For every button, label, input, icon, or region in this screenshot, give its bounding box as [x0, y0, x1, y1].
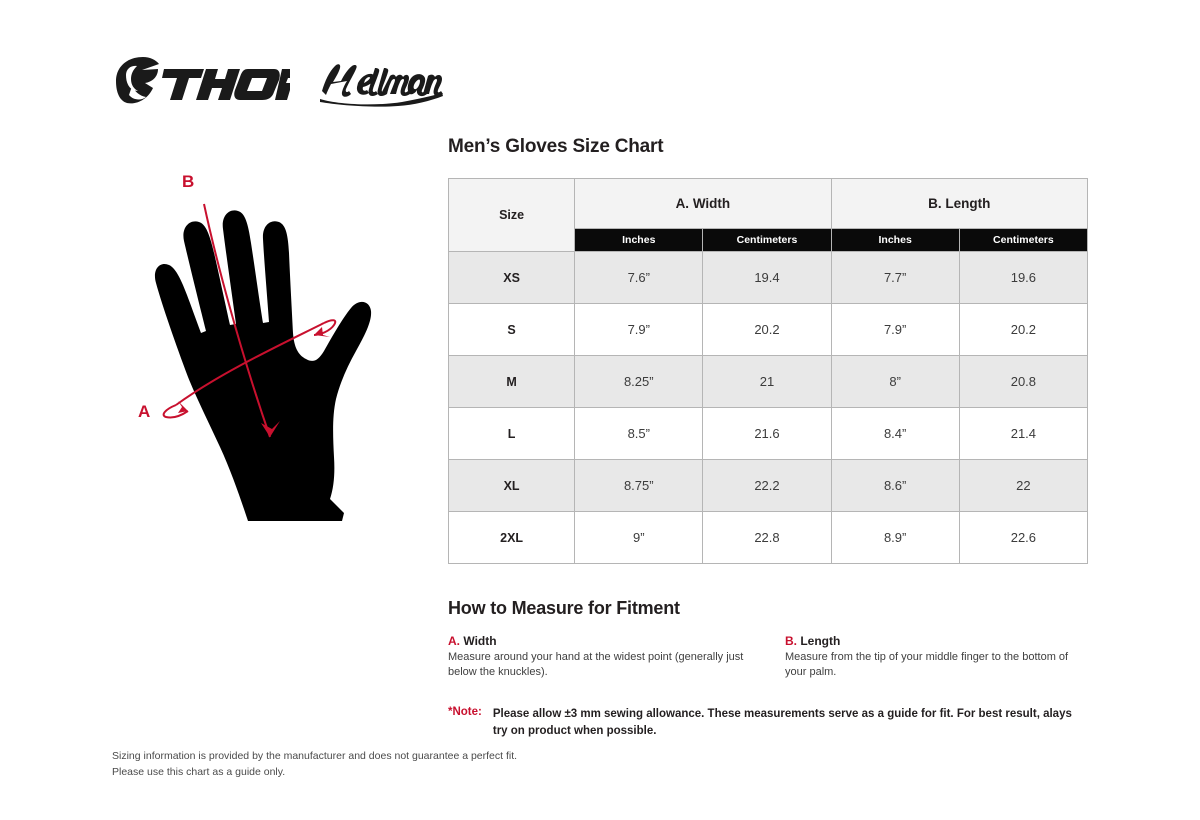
- thor-logo: [112, 55, 290, 107]
- measure-item-width: A. Width Measure around your hand at the…: [448, 634, 751, 680]
- cell-length-inches: 8.6”: [830, 459, 960, 512]
- cell-width-centimeters: 20.2: [702, 303, 832, 356]
- cell-size: M: [447, 355, 576, 408]
- table-row: XL 8.75” 22.2 8.6” 22: [447, 459, 1089, 512]
- table-group-header-row: Size A. Width B. Length: [447, 178, 1089, 252]
- cell-length-inches: 8.9”: [830, 511, 960, 564]
- column-header-length-centimeters: Centimeters: [958, 227, 1089, 253]
- cell-width-centimeters: 21: [702, 355, 832, 408]
- column-group-header-width: A. Width: [574, 178, 832, 229]
- note-label: *Note:: [448, 706, 482, 719]
- cell-length-centimeters: 20.2: [958, 303, 1089, 356]
- diagram-label-b: B: [182, 172, 194, 191]
- column-header-size: Size: [447, 178, 576, 252]
- page-title: Men’s Gloves Size Chart: [448, 136, 664, 157]
- table-row: S 7.9” 20.2 7.9” 20.2: [447, 303, 1089, 356]
- cell-width-centimeters: 21.6: [702, 407, 832, 460]
- cell-size: 2XL: [447, 511, 576, 564]
- cell-width-centimeters: 22.8: [702, 511, 832, 564]
- cell-width-centimeters: 22.2: [702, 459, 832, 512]
- cell-width-inches: 7.9”: [574, 303, 704, 356]
- width-arrow-line: [175, 322, 325, 406]
- footer-line-2: Please use this chart as a guide only.: [112, 766, 286, 779]
- hand-measurement-diagram: B A: [120, 165, 430, 540]
- cell-size: XL: [447, 459, 576, 512]
- cell-width-inches: 8.75”: [574, 459, 704, 512]
- table-row: M 8.25” 21 8” 20.8: [447, 355, 1089, 408]
- table-row: XS 7.6” 19.4 7.7” 19.6: [447, 251, 1089, 304]
- hallman-logo: [316, 55, 446, 107]
- cell-length-inches: 7.7”: [830, 251, 960, 304]
- how-to-measure-section: How to Measure for Fitment A. Width Meas…: [448, 598, 1088, 680]
- cell-width-centimeters: 19.4: [702, 251, 832, 304]
- cell-length-centimeters: 20.8: [958, 355, 1089, 408]
- table-unit-header-row: Inches Centimeters Inches Centimeters: [449, 227, 1089, 253]
- cell-width-inches: 8.5”: [574, 407, 704, 460]
- cell-length-inches: 8”: [830, 355, 960, 408]
- content-column: Men’s Gloves Size Chart Size A. Width B.…: [447, 136, 1089, 740]
- brand-header: [112, 50, 446, 112]
- how-to-measure-title: How to Measure for Fitment: [448, 598, 680, 618]
- cell-size: S: [447, 303, 576, 356]
- measure-item-width-heading: A. Width: [448, 634, 751, 648]
- cell-length-inches: 7.9”: [830, 303, 960, 356]
- cell-size: XS: [447, 251, 576, 304]
- column-header-width-inches: Inches: [574, 227, 704, 253]
- column-header-length-inches: Inches: [830, 227, 960, 253]
- table-row: 2XL 9” 22.8 8.9” 22.6: [447, 511, 1089, 564]
- cell-width-inches: 8.25”: [574, 355, 704, 408]
- table-body: XS 7.6” 19.4 7.7” 19.6 S 7.9” 20.2 7.9” …: [447, 251, 1089, 564]
- cell-length-centimeters: 22: [958, 459, 1089, 512]
- cell-length-inches: 8.4”: [830, 407, 960, 460]
- table-row: L 8.5” 21.6 8.4” 21.4: [447, 407, 1089, 460]
- footer-line-1: Sizing information is provided by the ma…: [112, 750, 518, 762]
- length-arrow-head: [261, 421, 280, 437]
- measure-description-width: Measure around your hand at the widest p…: [448, 651, 744, 679]
- measure-item-length: B. Length Measure from the tip of your m…: [785, 634, 1088, 680]
- cell-size: L: [447, 407, 576, 460]
- cell-length-centimeters: 19.6: [958, 251, 1089, 304]
- note-row: *Note: Please allow ±3 mm sewing allowan…: [448, 706, 1088, 739]
- length-arrow-line: [203, 203, 271, 438]
- note-text: Please allow ±3 mm sewing allowance. The…: [492, 708, 1072, 738]
- column-group-header-length: B. Length: [830, 178, 1089, 229]
- table-header: Size A. Width B. Length Inches Centimete…: [447, 178, 1089, 253]
- footer-disclaimer: Sizing information is provided by the ma…: [112, 748, 517, 781]
- cell-width-inches: 7.6”: [574, 251, 704, 304]
- hand-silhouette: [154, 210, 372, 521]
- cell-length-centimeters: 22.6: [958, 511, 1089, 564]
- column-header-width-centimeters: Centimeters: [702, 227, 832, 253]
- measure-letter-b: B.: [785, 634, 797, 648]
- size-chart-table: Size A. Width B. Length Inches Centimete…: [447, 178, 1089, 564]
- measure-letter-a: A.: [448, 634, 460, 648]
- measure-name-length: Length: [800, 634, 841, 648]
- width-arrow-curve-left: [162, 404, 189, 419]
- measure-name-width: Width: [463, 634, 497, 648]
- measure-item-length-heading: B. Length: [785, 634, 1088, 648]
- cell-length-centimeters: 21.4: [958, 407, 1089, 460]
- diagram-label-a: A: [138, 402, 150, 421]
- measure-description-length: Measure from the tip of your middle fing…: [785, 651, 1069, 679]
- cell-width-inches: 9”: [574, 511, 704, 564]
